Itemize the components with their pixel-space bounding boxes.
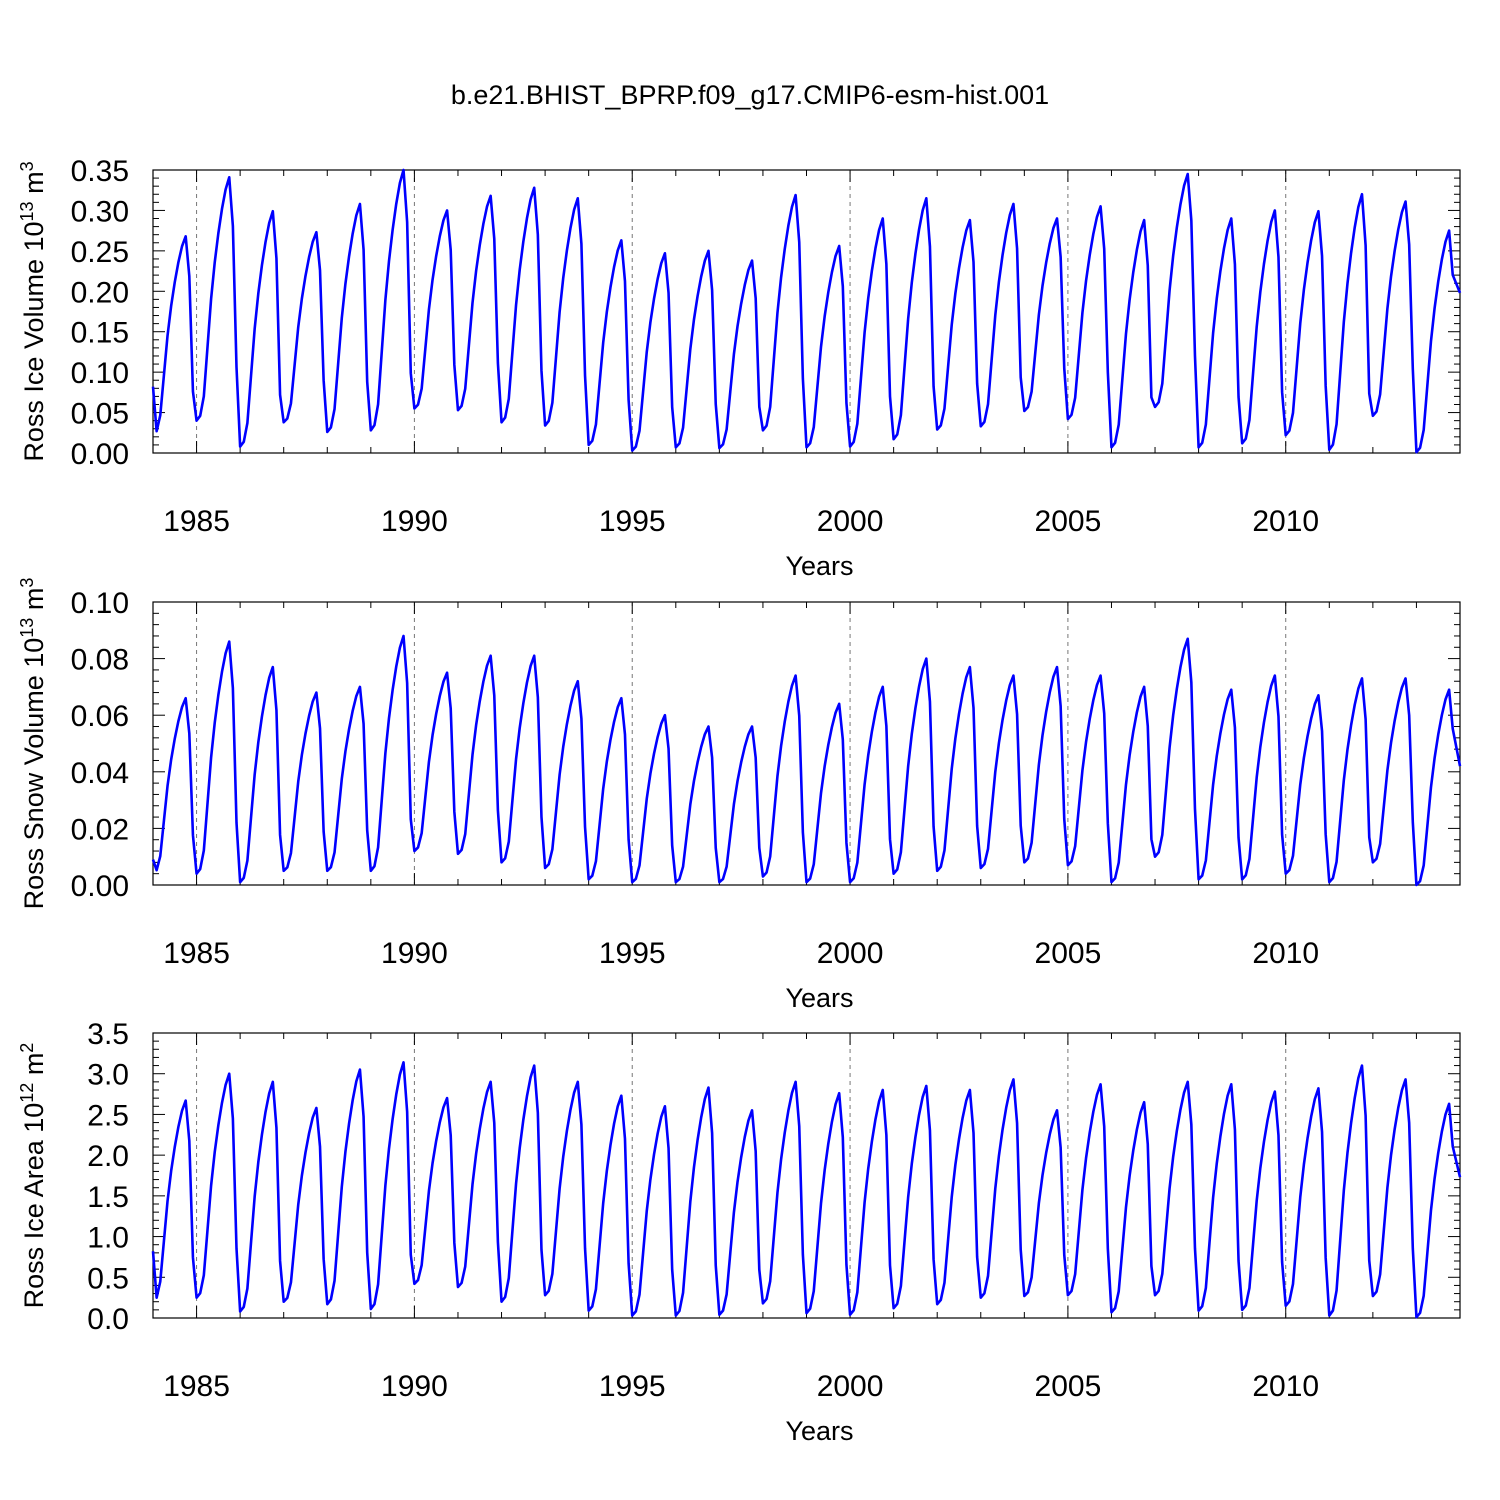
x-tick-label: 1995 bbox=[599, 937, 666, 970]
y-tick-label: 0.10 bbox=[71, 587, 129, 620]
y-axis-label: Ross Ice Area 1012 m2 bbox=[17, 1043, 49, 1309]
x-tick-label: 2005 bbox=[1035, 505, 1102, 538]
y-tick-label: 1.5 bbox=[87, 1181, 129, 1214]
panel-1: 0.00 0.05 0.10 0.15 0.20 0.25 0.30 0.35 1985 1990… bbox=[17, 155, 1462, 581]
y-tick-label: 3.5 bbox=[87, 1018, 129, 1051]
y-tick-label: 3.0 bbox=[87, 1059, 129, 1092]
y-tick-label: 2.0 bbox=[87, 1140, 129, 1173]
y-tick-label: 0.15 bbox=[71, 317, 129, 350]
x-axis-label: Years bbox=[785, 983, 853, 1013]
y-tick-label: 0.06 bbox=[71, 700, 129, 733]
y-tick-label: 0.0 bbox=[87, 1303, 129, 1336]
x-tick-label: 2010 bbox=[1252, 1370, 1319, 1403]
plot-frame bbox=[152, 169, 1461, 454]
x-tick-label: 1995 bbox=[599, 1370, 666, 1403]
y-tick-label: 2.5 bbox=[87, 1099, 129, 1132]
x-tick-label: 2005 bbox=[1035, 1370, 1102, 1403]
x-tick-label: 1985 bbox=[163, 1370, 230, 1403]
y-tick-label: 0.5 bbox=[87, 1262, 129, 1295]
x-axis-label: Years bbox=[785, 1416, 853, 1446]
y-axis-label: Ross Ice Volume 1013 m3 bbox=[17, 161, 49, 461]
x-tick-label: 2000 bbox=[817, 1370, 884, 1403]
x-tick-label: 2005 bbox=[1035, 937, 1102, 970]
series-line bbox=[151, 1061, 1462, 1319]
y-tick-label: 0.25 bbox=[71, 236, 129, 269]
plot-frame bbox=[152, 601, 1461, 886]
x-tick-label: 2010 bbox=[1252, 505, 1319, 538]
figure-title: b.e21.BHIST_BPRP.f09_g17.CMIP6-esm-hist.… bbox=[450, 80, 1050, 110]
x-tick-label: 1995 bbox=[599, 505, 666, 538]
panel-3: 0.0 0.5 1.0 1.5 2.0 2.5 3.0 3.5 1985 1990 1995 2000… bbox=[17, 1018, 1462, 1446]
y-tick-label: 0.20 bbox=[71, 276, 129, 309]
x-tick-label: 1990 bbox=[381, 1370, 448, 1403]
y-tick-label: 0.05 bbox=[71, 398, 129, 431]
y-tick-label: 0.08 bbox=[71, 644, 129, 677]
y-tick-label: 0.02 bbox=[71, 813, 129, 846]
y-tick-label: 0.00 bbox=[71, 438, 129, 471]
plot-frame bbox=[152, 1032, 1461, 1319]
series-line bbox=[151, 634, 1462, 887]
series-line bbox=[151, 168, 1462, 454]
x-tick-label: 1990 bbox=[381, 937, 448, 970]
x-tick-label: 1985 bbox=[163, 505, 230, 538]
y-tick-label: 0.10 bbox=[71, 357, 129, 390]
x-tick-label: 2000 bbox=[817, 505, 884, 538]
y-tick-label: 0.04 bbox=[71, 757, 129, 790]
x-tick-label: 2000 bbox=[817, 937, 884, 970]
x-tick-label: 1990 bbox=[381, 505, 448, 538]
y-tick-label: 0.35 bbox=[71, 155, 129, 188]
y-tick-label: 0.30 bbox=[71, 195, 129, 228]
x-axis-label: Years bbox=[785, 551, 853, 581]
y-tick-label: 1.0 bbox=[87, 1222, 129, 1255]
y-axis-label: Ross Snow Volume 1013 m3 bbox=[17, 578, 49, 910]
x-tick-label: 2010 bbox=[1252, 937, 1319, 970]
y-tick-label: 0.00 bbox=[71, 870, 129, 903]
x-tick-label: 1985 bbox=[163, 937, 230, 970]
panel-2: 0.00 0.02 0.04 0.06 0.08 0.10 1985 1990 1995 2000… bbox=[17, 578, 1462, 1013]
